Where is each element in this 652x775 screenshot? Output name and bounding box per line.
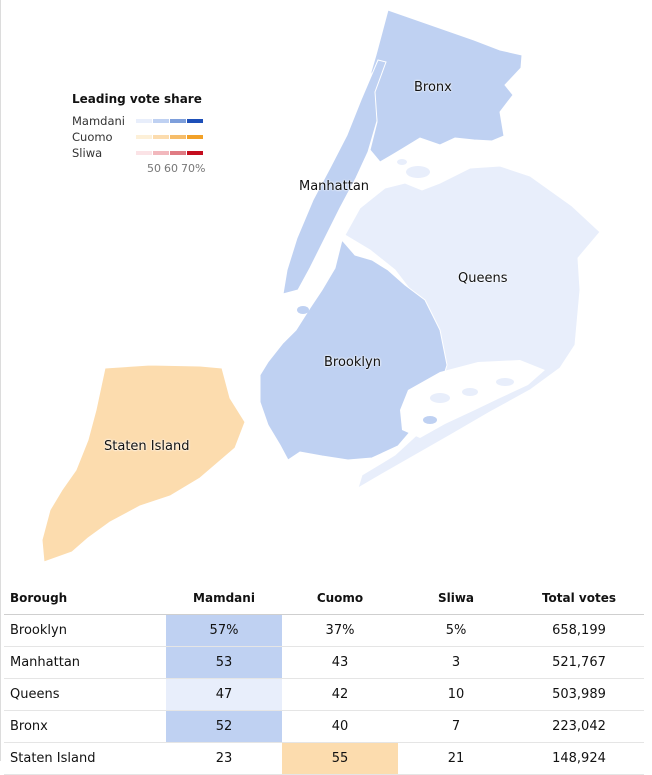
table-row: Brooklyn 57% 37% 5% 658,199 [4,614,644,647]
north-brother-island [397,159,407,165]
legend-swatch [187,151,203,155]
label-staten-island: Staten Island [104,439,190,454]
table-header-row: Borough Mamdani Cuomo Sliwa Total votes [4,582,644,615]
table-row: Manhattan 53 43 3 521,767 [4,646,644,679]
cell-total: 521,767 [514,646,644,679]
legend-row-sliwa: Sliwa [72,145,232,161]
legend-swatch [153,151,169,155]
header-cuomo[interactable]: Cuomo [282,582,398,615]
table-row: Bronx 52 40 7 223,042 [4,710,644,743]
cell-borough: Queens [4,678,166,711]
results-table: Borough Mamdani Cuomo Sliwa Total votes … [4,582,644,775]
cell-borough: Bronx [4,710,166,743]
cell-borough: Staten Island [4,742,166,775]
legend-swatch [136,135,152,139]
cell-sliwa: 7 [398,710,514,743]
legend-row-cuomo: Cuomo [72,129,232,145]
legend-swatch [170,119,186,123]
cell-borough: Manhattan [4,646,166,679]
table-row: Queens 47 42 10 503,989 [4,678,644,711]
legend-swatch [136,151,152,155]
governors-island [297,306,309,314]
legend-row-mamdani: Mamdani [72,113,232,129]
cell-mamdani: 57% [166,614,282,647]
label-queens: Queens [458,271,508,286]
cell-sliwa: 3 [398,646,514,679]
nyc-borough-map [41,9,601,563]
legend-swatch [187,135,203,139]
label-manhattan: Manhattan [299,179,370,194]
bay-island [423,416,437,424]
cell-cuomo: 55 [282,742,398,775]
table-row: Staten Island 23 55 21 148,924 [4,742,644,775]
brooklyn-shape[interactable] [259,238,448,461]
cell-total: 658,199 [514,614,644,647]
legend-swatch [187,119,203,123]
header-borough[interactable]: Borough [4,582,166,615]
cell-total: 503,989 [514,678,644,711]
legend-label: Mamdani [72,114,126,128]
cell-total: 148,924 [514,742,644,775]
cell-mamdani: 47 [166,678,282,711]
bay-island [430,393,450,403]
header-mamdani[interactable]: Mamdani [166,582,282,615]
cell-mamdani: 23 [166,742,282,775]
cell-cuomo: 43 [282,646,398,679]
legend-tick: 70% [181,162,206,175]
staten-island-shape[interactable] [41,364,246,563]
legend-swatch [170,151,186,155]
label-bronx: Bronx [414,80,452,95]
legend-swatch [170,135,186,139]
manhattan-shape[interactable] [282,59,387,295]
cell-cuomo: 40 [282,710,398,743]
cell-total: 223,042 [514,710,644,743]
map-legend: Leading vote share Mamdani Cuomo Sliwa 5… [72,92,232,175]
cell-sliwa: 5% [398,614,514,647]
legend-swatch [136,119,152,123]
header-sliwa[interactable]: Sliwa [398,582,514,615]
legend-swatch [153,119,169,123]
cell-mamdani: 53 [166,646,282,679]
label-brooklyn: Brooklyn [324,355,381,370]
page-left-rule [0,0,1,761]
legend-tick: 60 [164,162,178,175]
cell-cuomo: 37% [282,614,398,647]
header-total-votes[interactable]: Total votes [514,582,644,615]
legend-ticks: 50 60 70% [147,162,232,175]
legend-label: Sliwa [72,146,103,160]
cell-sliwa: 21 [398,742,514,775]
cell-cuomo: 42 [282,678,398,711]
legend-tick: 50 [147,162,161,175]
cell-sliwa: 10 [398,678,514,711]
bay-island [462,388,478,396]
legend-swatch [153,135,169,139]
bay-island [496,378,514,386]
rikers-island [406,166,430,178]
legend-title: Leading vote share [72,92,202,106]
cell-borough: Brooklyn [4,614,166,647]
cell-mamdani: 52 [166,710,282,743]
legend-label: Cuomo [72,130,113,144]
